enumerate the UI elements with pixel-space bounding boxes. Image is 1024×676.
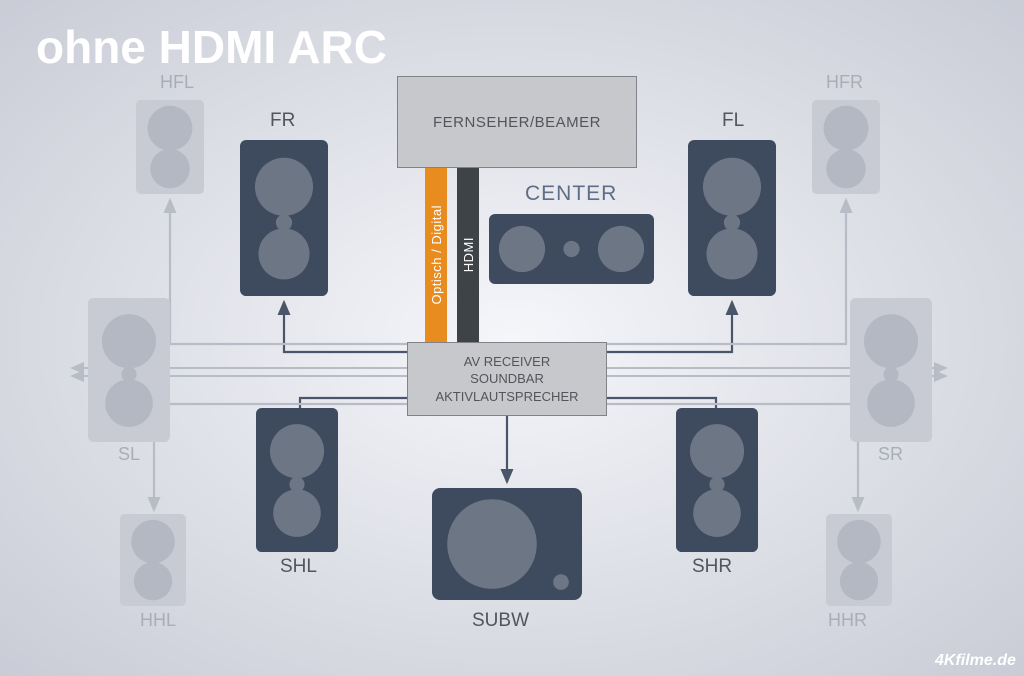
speaker-SR (850, 298, 932, 442)
receiver-line-2: AKTIVLAUTSPRECHER (435, 388, 578, 406)
receiver-line-0: AV RECEIVER (464, 353, 550, 371)
speaker-HFR (812, 100, 880, 194)
speaker-SHR (676, 408, 758, 552)
receiver-line-1: SOUNDBAR (470, 370, 544, 388)
label-HFR: HFR (826, 72, 863, 93)
label-subw: SUBW (472, 610, 529, 632)
label-FL: FL (722, 110, 744, 132)
speaker-FL (688, 140, 776, 296)
receiver-box: AV RECEIVERSOUNDBARAKTIVLAUTSPRECHER (407, 342, 607, 416)
tv-box: FERNSEHER/BEAMER (397, 76, 637, 168)
speaker-HHL (120, 514, 186, 606)
cable-hdmi: HDMI (457, 168, 479, 342)
speaker-SL (88, 298, 170, 442)
label-SHL: SHL (280, 556, 317, 578)
label-SR: SR (878, 444, 903, 465)
watermark: 4Kfilme.de (935, 652, 1016, 670)
speaker-center (489, 214, 654, 284)
cable-hdmi-label: HDMI (461, 237, 476, 272)
label-SL: SL (118, 444, 140, 465)
cable-optical-label: Optisch / Digital (429, 205, 444, 305)
label-SHR: SHR (692, 556, 732, 578)
speaker-HHR (826, 514, 892, 606)
speaker-subwoofer (432, 488, 582, 600)
cable-optical: Optisch / Digital (425, 168, 447, 342)
diagram-stage: FR FL SHL SHR HFL HFR SL SR HHL HHR SUBW CENTER Opti… (0, 0, 1024, 676)
label-HHR: HHR (828, 610, 867, 631)
speaker-HFL (136, 100, 204, 194)
label-FR: FR (270, 110, 295, 132)
label-HFL: HFL (160, 72, 194, 93)
page-title: ohne HDMI ARC (36, 20, 387, 74)
label-center: CENTER (525, 182, 617, 206)
speaker-SHL (256, 408, 338, 552)
speaker-FR (240, 140, 328, 296)
label-HHL: HHL (140, 610, 176, 631)
